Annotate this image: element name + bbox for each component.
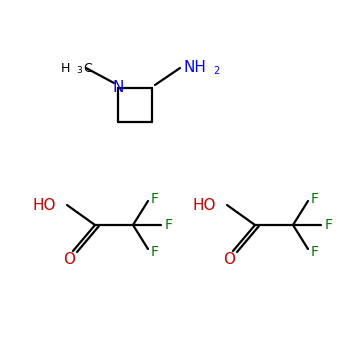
Text: F: F xyxy=(325,218,333,232)
Text: F: F xyxy=(151,245,159,259)
Text: O: O xyxy=(223,252,235,267)
Text: F: F xyxy=(151,192,159,206)
Text: F: F xyxy=(165,218,173,232)
Text: F: F xyxy=(311,192,319,206)
Text: N: N xyxy=(112,80,124,96)
Text: HO: HO xyxy=(193,197,216,212)
Text: F: F xyxy=(311,245,319,259)
Text: 2: 2 xyxy=(213,66,219,76)
Text: O: O xyxy=(63,252,75,267)
Text: HO: HO xyxy=(33,197,56,212)
Text: 3: 3 xyxy=(77,66,82,75)
Text: NH: NH xyxy=(183,61,206,76)
Text: H: H xyxy=(61,62,70,75)
Text: C: C xyxy=(83,62,92,75)
